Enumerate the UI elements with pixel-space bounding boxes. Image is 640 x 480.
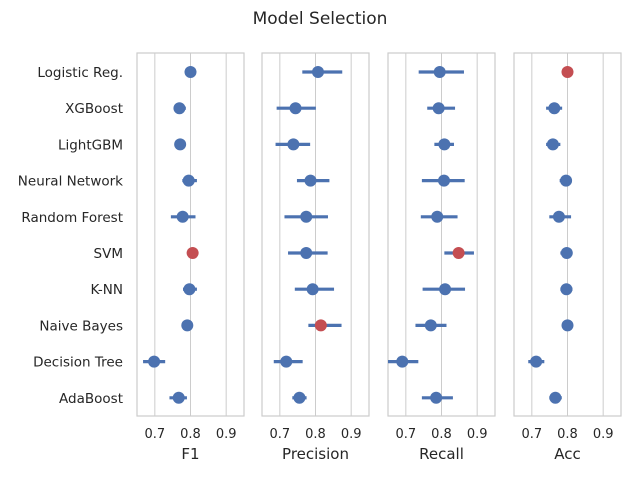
x-tick-label: 0.7: [521, 427, 542, 442]
point-logistic-reg: [184, 66, 197, 78]
x-tick-label: 0.9: [216, 427, 237, 442]
point-naive-bayes: [314, 319, 327, 332]
point-lightgbm: [546, 138, 559, 151]
point-adaboost: [549, 391, 562, 404]
model-label-naive-bayes: Naive Bayes: [39, 318, 123, 334]
point-neural-network: [437, 174, 450, 187]
x-tick-label: 0.9: [593, 427, 614, 442]
model-label-neural-network: Neural Network: [18, 174, 123, 190]
point-random-forest: [176, 210, 189, 223]
model-label-xgboost: XGBoost: [65, 101, 123, 117]
x-tick-label: 0.8: [557, 427, 578, 442]
point-lightgbm: [438, 138, 451, 151]
point-decision-tree: [148, 355, 161, 368]
point-adaboost: [172, 391, 185, 404]
point-lightgbm: [287, 138, 300, 151]
point-random-forest: [431, 210, 444, 223]
x-tick-label: 0.8: [180, 427, 201, 442]
point-decision-tree: [396, 355, 409, 368]
model-label-adaboost: AdaBoost: [59, 391, 123, 407]
x-tick-label: 0.7: [395, 427, 416, 442]
point-logistic-reg: [433, 66, 446, 78]
point-svm: [560, 247, 573, 259]
point-k-nn: [560, 283, 573, 296]
point-svm: [186, 247, 199, 259]
model-labels: Logistic Reg. XGBoost LightGBM Neural Netwo…: [18, 65, 123, 407]
panel-frame: [261, 52, 370, 417]
x-tick-label: 0.7: [144, 427, 165, 442]
point-adaboost: [293, 391, 306, 404]
point-logistic-reg: [311, 66, 324, 78]
model-label-lightgbm: LightGBM: [58, 137, 123, 153]
point-k-nn: [183, 283, 196, 296]
point-svm: [452, 247, 465, 259]
x-tick-label: 0.8: [305, 427, 326, 442]
x-tick-label: 0.9: [467, 427, 488, 442]
panel-frame: [136, 52, 245, 417]
model-label-decision-tree: Decision Tree: [33, 355, 123, 371]
point-naive-bayes: [561, 319, 574, 332]
x-tick-label: 0.7: [269, 427, 290, 442]
x-axis-label-recall: Recall: [419, 445, 464, 463]
point-logistic-reg: [561, 66, 574, 78]
point-k-nn: [306, 283, 319, 296]
point-naive-bayes: [181, 319, 194, 332]
point-xgboost: [173, 102, 186, 115]
point-xgboost: [432, 102, 445, 115]
point-xgboost: [289, 102, 302, 115]
model-label-k-nn: K-NN: [90, 282, 123, 298]
point-naive-bayes: [424, 319, 437, 332]
point-random-forest: [552, 210, 565, 223]
panel-precision: 0.7 0.8 0.9 Precision: [261, 52, 370, 463]
point-svm: [300, 247, 313, 259]
point-lightgbm: [174, 138, 187, 151]
x-tick-label: 0.9: [341, 427, 362, 442]
model-label-random-forest: Random Forest: [21, 210, 123, 226]
model-label-logistic-reg: Logistic Reg.: [37, 65, 123, 81]
chart-title: Model Selection: [253, 9, 388, 29]
point-decision-tree: [280, 355, 293, 368]
x-axis-label-f1: F1: [181, 445, 199, 463]
point-neural-network: [560, 174, 573, 187]
point-neural-network: [304, 174, 317, 187]
model-label-svm: SVM: [94, 246, 123, 262]
x-axis-label-acc: Acc: [554, 445, 581, 463]
point-decision-tree: [530, 355, 543, 368]
panel-f1: 0.7 0.8 0.9 F1: [136, 52, 245, 463]
x-axis-label-precision: Precision: [282, 445, 349, 463]
point-adaboost: [430, 391, 443, 404]
panel-acc: 0.7 0.8 0.9 Acc: [513, 52, 622, 463]
x-tick-label: 0.8: [431, 427, 452, 442]
point-xgboost: [548, 102, 561, 115]
point-neural-network: [182, 174, 195, 187]
point-random-forest: [300, 210, 313, 223]
panel-frame: [387, 52, 496, 417]
point-k-nn: [439, 283, 452, 296]
panel-frame: [513, 52, 622, 417]
